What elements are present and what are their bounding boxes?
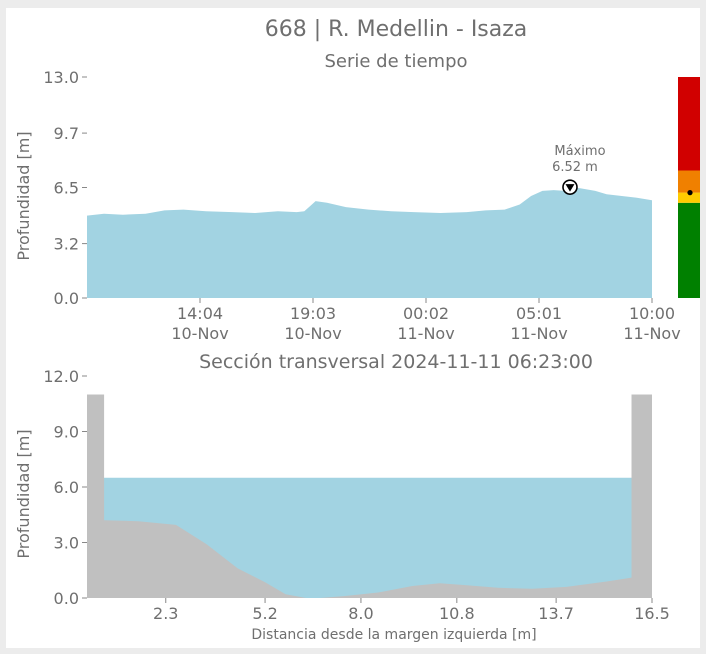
alert-level-segment — [678, 202, 700, 298]
alert-level-segment — [678, 192, 700, 203]
ytick-label: 0.0 — [54, 589, 79, 608]
ytick-label: 3.2 — [54, 235, 79, 254]
ytick-label: 6.5 — [54, 179, 79, 198]
xtick-label: 10.8 — [439, 604, 475, 623]
xtick-time-label: 19:03 — [290, 304, 336, 323]
xtick-label: 16.5 — [634, 604, 670, 623]
xtick-time-label: 05:01 — [516, 304, 562, 323]
time-series-yticks: 0.0 3.2 6.5 9.7 13.0 — [43, 68, 87, 308]
figure-frame: 668 | R. Medellin - Isaza Serie de tiemp… — [6, 8, 700, 648]
cross-section-title: Sección transversal 2024-11-11 06:23:00 — [199, 351, 593, 373]
ytick-label: 0.0 — [54, 289, 79, 308]
current-level-marker — [687, 190, 693, 196]
maximum-label: Máximo — [554, 144, 605, 159]
xtick-date-label: 11-Nov — [510, 324, 567, 343]
ytick-label: 12.0 — [43, 367, 79, 386]
xtick-time-label: 00:02 — [403, 304, 449, 323]
xtick-time-label: 10:00 — [629, 304, 675, 323]
ytick-label: 9.7 — [54, 124, 79, 143]
ytick-label: 13.0 — [43, 68, 79, 87]
ytick-label: 9.0 — [54, 423, 79, 442]
xtick-label: 2.3 — [153, 604, 178, 623]
cross-section-ylabel: Profundidad [m] — [14, 429, 33, 558]
alert-level-segment — [678, 77, 700, 171]
xtick-label: 5.2 — [252, 604, 277, 623]
xtick-date-label: 10-Nov — [171, 324, 228, 343]
time-series-xticks: 14:0410-Nov19:0310-Nov00:0211-Nov05:0111… — [171, 298, 681, 343]
time-series-chart: Serie de tiempo Profundidad [m] 0.0 3.2 6.… — [14, 51, 700, 343]
depth-area — [87, 187, 652, 298]
alert-level-segment — [678, 170, 700, 193]
ytick-label: 3.0 — [54, 534, 79, 553]
xtick-label: 8.0 — [348, 604, 373, 623]
cross-section-chart: Sección transversal 2024-11-11 06:23:00 … — [14, 351, 670, 643]
cross-section-yticks: 0.0 3.0 6.0 9.0 12.0 — [43, 367, 87, 608]
xtick-date-label: 11-Nov — [397, 324, 454, 343]
figure-canvas: 668 | R. Medellin - Isaza Serie de tiemp… — [14, 17, 700, 643]
maximum-arrow-icon — [565, 184, 575, 192]
xtick-date-label: 11-Nov — [623, 324, 680, 343]
riverbed-area — [87, 394, 652, 598]
alert-level-bar — [678, 77, 700, 298]
maximum-value: 6.52 m — [552, 160, 598, 175]
time-series-title: Serie de tiempo — [324, 51, 467, 72]
xtick-time-label: 14:04 — [177, 304, 223, 323]
maximum-annotation: Máximo 6.52 m — [552, 144, 606, 195]
time-series-ylabel: Profundidad [m] — [14, 131, 33, 260]
cross-section-xlabel: Distancia desde la margen izquierda [m] — [251, 627, 536, 643]
xtick-date-label: 10-Nov — [284, 324, 341, 343]
xtick-label: 13.7 — [538, 604, 574, 623]
ytick-label: 6.0 — [54, 478, 79, 497]
cross-section-xticks: 2.3 5.2 8.0 10.8 13.7 16.5 — [153, 598, 670, 623]
figure-title: 668 | R. Medellin - Isaza — [265, 17, 528, 42]
